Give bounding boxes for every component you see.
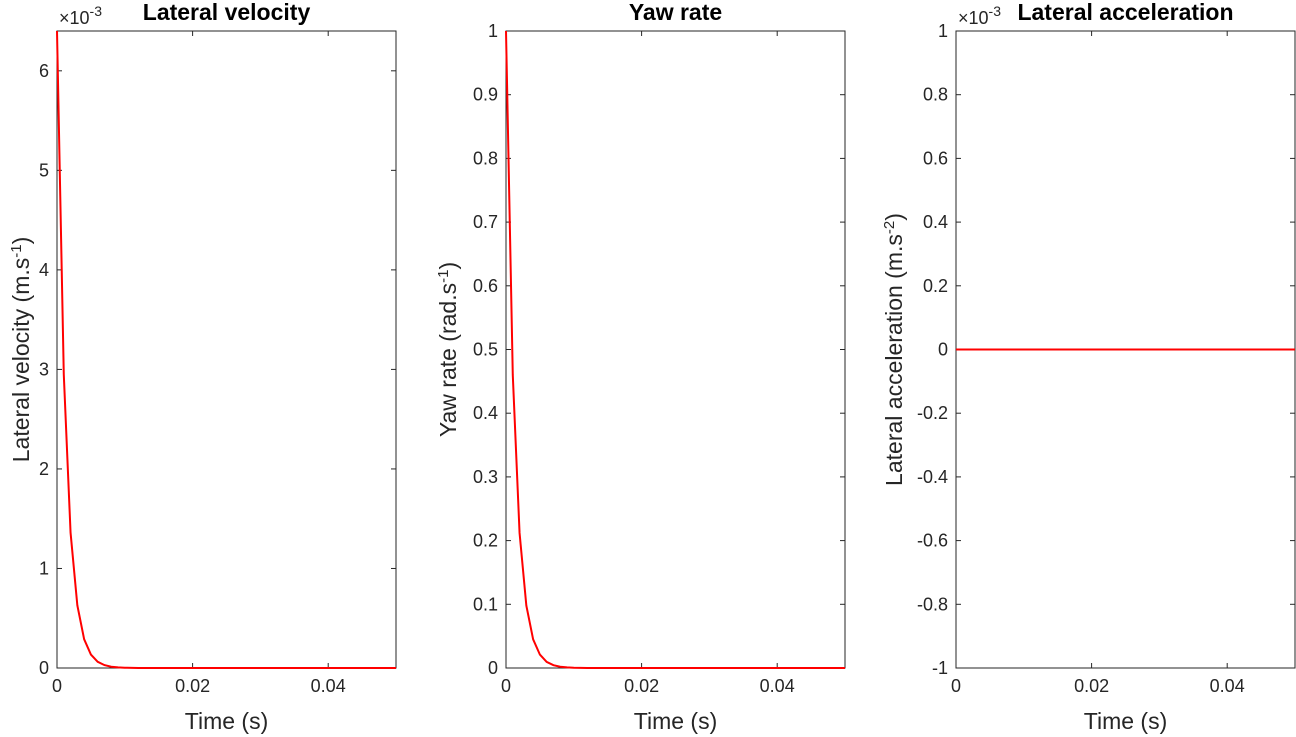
- axes-box: [56, 30, 397, 669]
- y-tick-label: 6: [39, 61, 49, 81]
- y-exponent-base: ×10: [958, 8, 989, 28]
- x-tick-label: 0.04: [311, 676, 346, 696]
- y-tick-label: 0.6: [923, 148, 948, 168]
- y-tick-label: 3: [39, 359, 49, 379]
- y-tick-label: 0.7: [473, 212, 498, 232]
- y-exponent-base: ×10: [59, 8, 90, 28]
- y-tick-label: -0.6: [917, 531, 948, 551]
- y-tick-label: 1: [39, 558, 49, 578]
- y-tick-label: 1: [488, 21, 498, 41]
- y-tick-label: 5: [39, 160, 49, 180]
- y-tick-label: -1: [932, 658, 948, 678]
- x-axis-label: Time (s): [185, 708, 268, 734]
- x-tick-label: 0.02: [1074, 676, 1109, 696]
- y-axis-label: Yaw rate (rad.s-1): [435, 262, 462, 437]
- y-tick-label: 0.3: [473, 467, 498, 487]
- y-axis-label: Lateral acceleration (m.s-2): [881, 213, 908, 486]
- y-tick-label: 0.5: [473, 340, 498, 360]
- y-exponent-sup: -3: [90, 3, 103, 19]
- y-tick-label: 0: [938, 340, 948, 360]
- y-axis-label: Lateral velocity (m.s-1): [8, 237, 35, 463]
- axes-panel-3: 0 0.02 0.04 -1 -0.8 -0.6 -0.4 -0.2 0 0.2 0.4 0.6 0.8…: [881, 0, 1296, 734]
- series-line: [56, 30, 396, 669]
- chart-title: Lateral velocity: [143, 0, 311, 25]
- x-tick-label: 0.02: [175, 676, 210, 696]
- y-tick-label: 1: [938, 21, 948, 41]
- y-exponent-sup: -3: [989, 3, 1002, 19]
- y-tick-label: 4: [39, 260, 49, 280]
- x-tick-label: 0.04: [1210, 676, 1245, 696]
- y-tick-label: 0.9: [473, 85, 498, 105]
- y-tick-label: 0.2: [473, 531, 498, 551]
- y-tick-label: 0.1: [473, 594, 498, 614]
- y-exponent-label: ×10-3: [59, 3, 102, 28]
- chart-title: Lateral acceleration: [1017, 0, 1233, 25]
- y-tick-label: 0.2: [923, 276, 948, 296]
- y-tick-label: -0.2: [917, 403, 948, 423]
- y-axis-label-base: Lateral velocity (m.s: [8, 258, 34, 463]
- axes-box: [505, 30, 846, 669]
- x-axis-label: Time (s): [634, 708, 717, 734]
- chart-title: Yaw rate: [629, 0, 722, 25]
- y-tick-label: -0.4: [917, 467, 948, 487]
- y-tick-label: -0.8: [917, 594, 948, 614]
- y-tick-label: 0: [488, 658, 498, 678]
- y-tick-label: 0.8: [473, 148, 498, 168]
- x-axis-label: Time (s): [1084, 708, 1167, 734]
- axes-panel-2: 0 0.02 0.04 0 0.1 0.2 0.3 0.4 0.5 0.6 0.7 0.8 0.9 1 Ya…: [435, 0, 846, 734]
- y-axis-label-sup: -1: [435, 270, 452, 283]
- y-axis-label-close: ): [8, 237, 34, 245]
- y-tick-label: 2: [39, 459, 49, 479]
- y-axis-label-base: Yaw rate (rad.s: [435, 283, 461, 437]
- series-line: [505, 30, 845, 669]
- y-exponent-label: ×10-3: [958, 3, 1001, 28]
- y-tick-label: 0.4: [473, 403, 498, 423]
- y-tick-label: 0.6: [473, 276, 498, 296]
- x-tick-label: 0.04: [760, 676, 795, 696]
- y-axis-label-sup: -1: [8, 244, 25, 257]
- axes-panel-1: 0 0.02 0.04 0 1 2 3 4 5 6 Time (s) Lateral velocity…: [8, 0, 397, 734]
- x-tick-label: 0: [951, 676, 961, 696]
- y-tick-label: 0: [39, 658, 49, 678]
- y-axis-label-sup: -2: [881, 221, 898, 234]
- y-tick-label: 0.8: [923, 85, 948, 105]
- y-axis-label-base: Lateral acceleration (m.s: [881, 234, 907, 486]
- y-axis-label-close: ): [435, 262, 461, 270]
- y-tick-label: 0.4: [923, 212, 948, 232]
- y-axis-label-close: ): [881, 213, 907, 221]
- x-tick-label: 0: [501, 676, 511, 696]
- x-tick-label: 0.02: [624, 676, 659, 696]
- x-tick-label: 0: [52, 676, 62, 696]
